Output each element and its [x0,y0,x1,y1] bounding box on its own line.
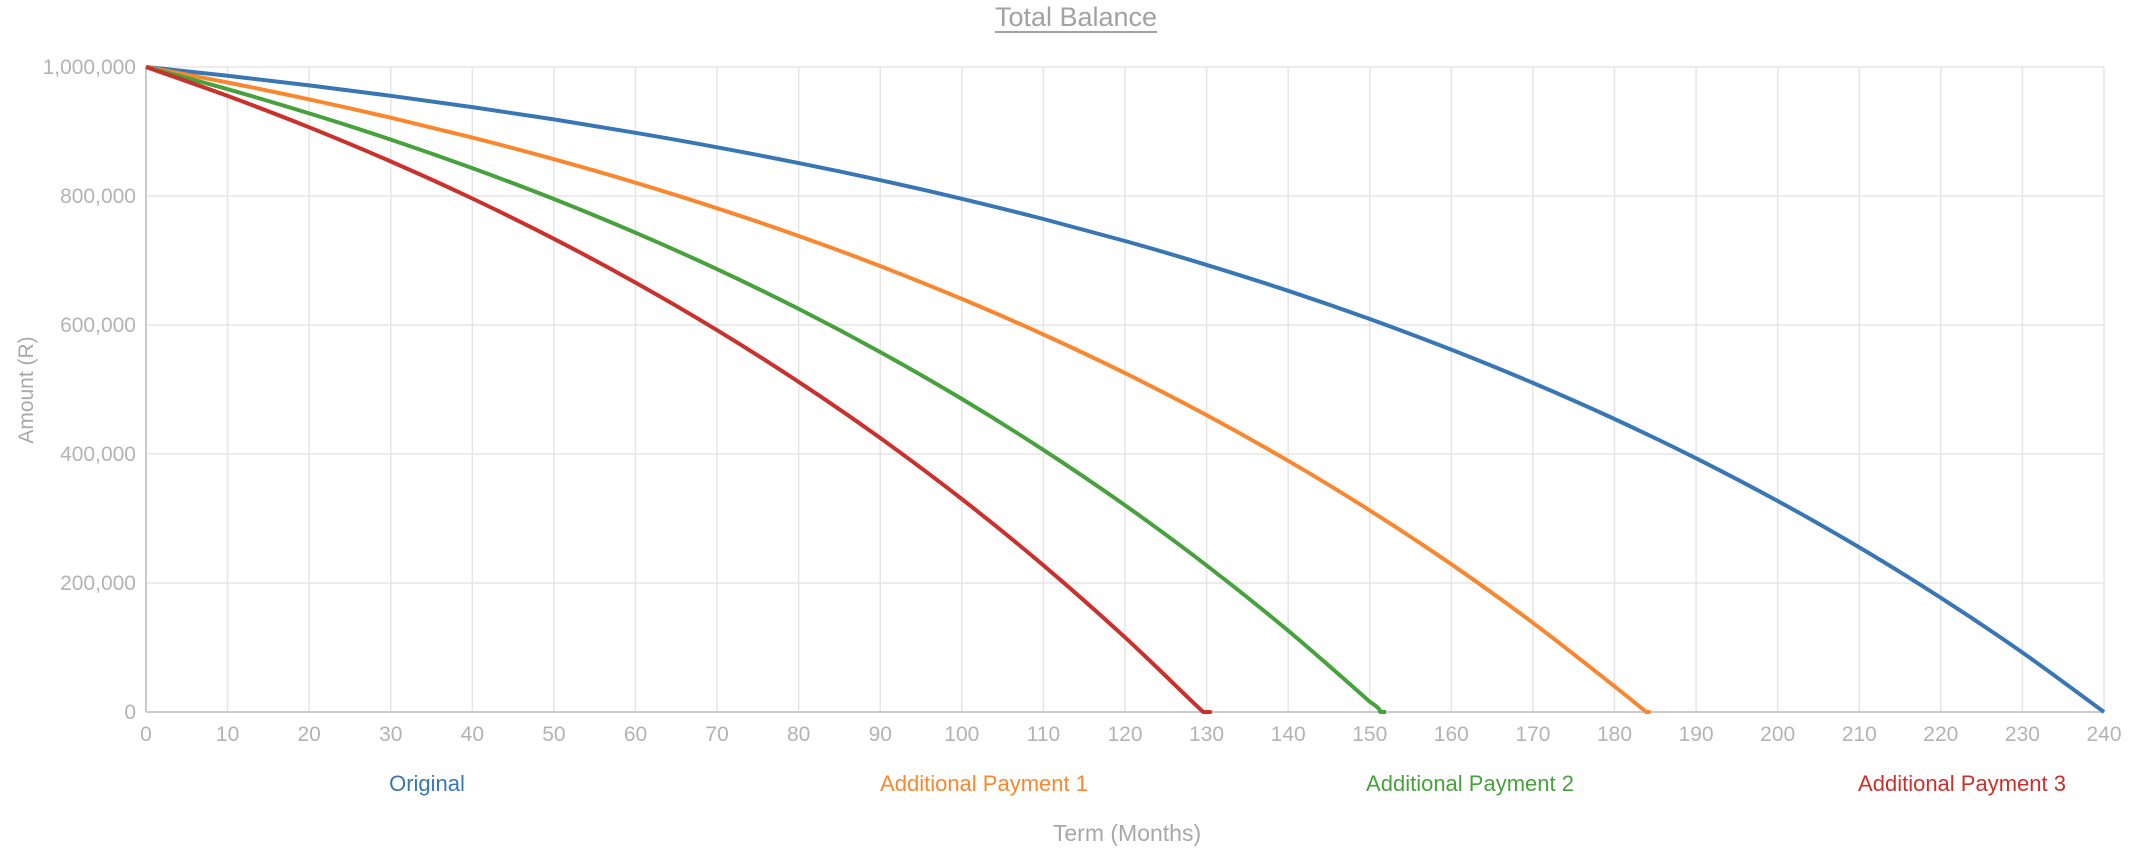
x-tick-label: 150 [1352,723,1387,746]
legend-item-additional-payment-1[interactable]: Additional Payment 1 [880,771,1088,796]
x-tick-label: 130 [1189,723,1224,746]
x-tick-label: 220 [1923,723,1958,746]
y-tick-label: 200,000 [60,572,136,595]
y-tick-label: 400,000 [60,443,136,466]
y-tick-label: 0 [124,701,136,724]
x-tick-label: 90 [869,723,892,746]
x-tick-label: 20 [297,723,320,746]
x-axis-title: Term (Months) [1052,820,1202,846]
series-line-additional-payment-1[interactable] [145,65,1651,714]
x-tick-label: 110 [1027,723,1060,746]
x-tick-label: 60 [624,723,647,746]
x-tick-label: 210 [1842,723,1877,746]
y-axis-title: Amount (R) [15,336,38,444]
x-tick-label: 0 [140,723,152,746]
x-tick-label: 10 [216,723,239,746]
x-tick-label: 70 [705,723,728,746]
x-tick-label: 80 [787,723,810,746]
y-tick-label: 800,000 [60,185,136,208]
y-tick-label: 1,000,000 [43,56,136,79]
x-tick-label: 190 [1679,723,1714,746]
series-line-original[interactable] [145,65,2106,714]
x-tick-label: 200 [1760,723,1795,746]
series-line-additional-payment-3[interactable] [145,65,1213,714]
series-line-additional-payment-2[interactable] [145,65,1387,714]
x-tick-label: 40 [461,723,484,746]
x-tick-label: 140 [1271,723,1306,746]
x-tick-label: 100 [944,723,979,746]
x-tick-label: 240 [2086,723,2121,746]
x-tick-label: 230 [2005,723,2040,746]
x-tick-label: 160 [1434,723,1469,746]
x-tick-label: 180 [1597,723,1632,746]
x-tick-label: 120 [1107,723,1142,746]
x-tick-label: 170 [1515,723,1550,746]
legend-item-additional-payment-2[interactable]: Additional Payment 2 [1366,771,1574,796]
legend-item-additional-payment-3[interactable]: Additional Payment 3 [1858,771,2066,796]
y-tick-label: 600,000 [60,314,136,337]
legend-item-original[interactable]: Original [389,771,465,796]
x-tick-label: 30 [379,723,402,746]
chart-title: Total Balance [994,2,1158,32]
x-tick-label: 50 [542,723,565,746]
